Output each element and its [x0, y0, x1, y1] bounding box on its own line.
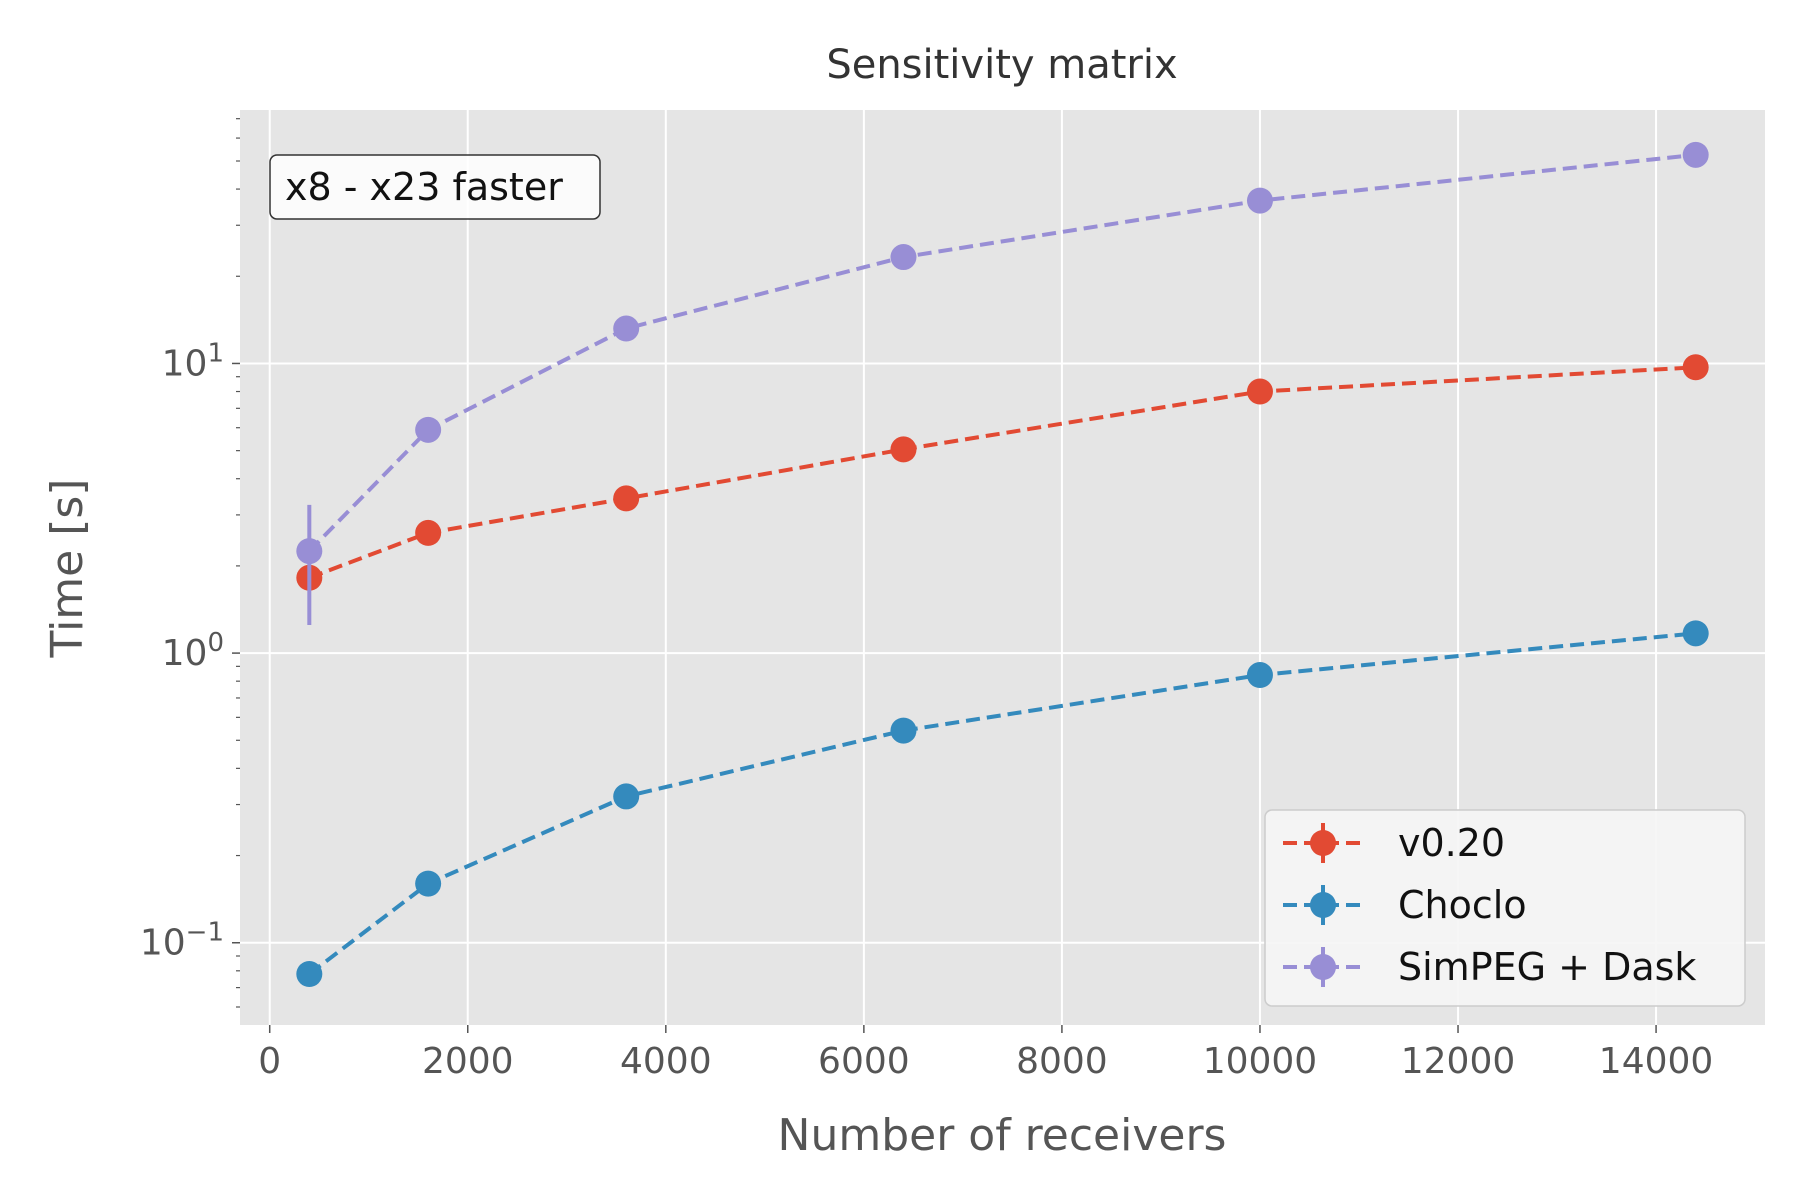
- series-line: [308, 365, 1696, 580]
- data-point: [1682, 620, 1709, 647]
- y-tick-label: 10−1: [140, 918, 224, 964]
- series-layer: [296, 141, 1709, 987]
- legend-item: Choclo: [1283, 883, 1527, 927]
- data-point: [296, 538, 323, 565]
- data-point: [1682, 354, 1709, 381]
- chart-title: Sensitivity matrix: [826, 42, 1177, 88]
- axis-ticks: 0 2000 4000 6000 8000 10000 12000 14000 101 100 10…: [140, 118, 1714, 1082]
- legend-item: v0.20: [1283, 821, 1505, 865]
- data-point: [890, 436, 917, 463]
- x-tick-label: 6000: [818, 1041, 910, 1082]
- annotation-text: x8 - x23 faster: [285, 165, 563, 209]
- x-tick-label: 10000: [1203, 1041, 1318, 1082]
- x-tick-label: 0: [258, 1041, 281, 1082]
- legend-marker: [1310, 954, 1336, 980]
- legend-label: Choclo: [1398, 883, 1527, 927]
- data-point: [296, 960, 323, 987]
- data-point: [890, 717, 917, 744]
- series-line: [308, 631, 1696, 976]
- data-point: [415, 870, 442, 897]
- data-point: [415, 519, 442, 546]
- x-tick-label: 14000: [1599, 1041, 1714, 1082]
- data-point: [415, 416, 442, 443]
- data-point: [1682, 141, 1709, 168]
- legend-label: v0.20: [1398, 821, 1505, 865]
- annotation-box: x8 - x23 faster: [269, 154, 601, 220]
- legend-item: SimPEG + Dask: [1283, 945, 1696, 989]
- x-tick-label: 12000: [1401, 1041, 1516, 1082]
- data-point: [1246, 378, 1273, 405]
- legend-marker: [1310, 830, 1336, 856]
- data-point: [613, 315, 640, 342]
- x-tick-label: 2000: [422, 1041, 514, 1082]
- y-axis-label: Time [s]: [42, 479, 93, 659]
- data-point: [613, 485, 640, 512]
- legend-marker: [1310, 892, 1336, 918]
- y-tick-label: 101: [162, 338, 224, 384]
- x-tick-label: 4000: [620, 1041, 712, 1082]
- series-line: [307, 152, 1696, 553]
- legend: v0.20 Choclo SimPEG + Dask: [1264, 809, 1746, 1007]
- data-point: [613, 783, 640, 810]
- data-point: [1246, 187, 1273, 214]
- data-point: [890, 244, 917, 271]
- series-1: [296, 620, 1709, 987]
- legend-label: SimPEG + Dask: [1398, 945, 1696, 989]
- y-tick-label: 100: [162, 628, 224, 674]
- series-0: [296, 354, 1709, 591]
- series-2: [296, 141, 1709, 626]
- data-point: [1246, 662, 1273, 689]
- legend-box: [1264, 809, 1746, 1007]
- x-tick-label: 8000: [1016, 1041, 1108, 1082]
- x-axis-label: Number of receivers: [778, 1110, 1227, 1161]
